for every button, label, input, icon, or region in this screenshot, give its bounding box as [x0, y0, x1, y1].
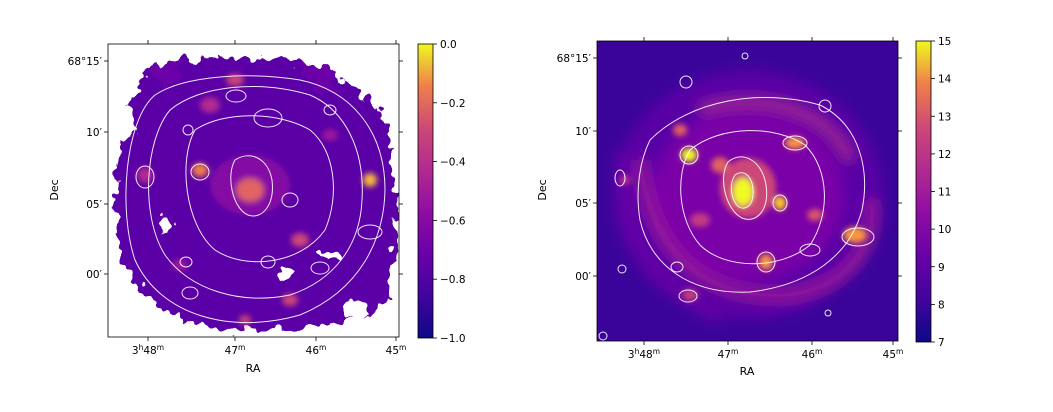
y-axis-label-left: Dec: [48, 179, 61, 200]
axes-frame-right: [596, 40, 899, 342]
y-tick-label: 68°15′: [557, 53, 592, 65]
x-tick-label: 45m: [883, 347, 904, 361]
colorbar-tick-label: 8: [938, 299, 945, 311]
colorbar-tick-label: 13: [938, 111, 951, 123]
colorbar-tick-label: 0.0: [440, 39, 457, 51]
y-tick-label: 00′: [86, 269, 102, 281]
colorbar-tick-label: 7: [938, 337, 945, 349]
colorbar-tick-labels-left: 0.0 −0.2 −0.4 −0.6 −0.8 −1.0: [440, 39, 466, 345]
y-tick-label: 05′: [575, 198, 591, 210]
x-tick-label: 3h48m: [628, 347, 660, 361]
colorbar-tick-label: 14: [938, 74, 952, 86]
axis-ticks-left: [104, 40, 403, 341]
colorbar-tick-label: −1.0: [440, 333, 466, 345]
colorbar-tick-label: 11: [938, 187, 951, 199]
colorbar-tick-label: −0.4: [440, 157, 466, 169]
axis-ticks-right: [593, 37, 902, 345]
x-axis-label-right: RA: [740, 365, 755, 378]
heatmap-image-left: [108, 57, 399, 330]
x-tick-label: 46m: [306, 343, 327, 357]
y-axis-label-right: Dec: [536, 179, 549, 200]
y-tick-labels-right: 68°15′ 10′ 05′ 00′: [557, 53, 592, 283]
x-tick-label: 3h48m: [132, 343, 164, 357]
axes-frame-left: [107, 43, 400, 338]
colorbar-left: [417, 43, 434, 339]
panel-right: 3h48m 47m 46m 45m 68°15′ 10′ 05′ 00′ RA Dec 15…: [536, 36, 952, 378]
y-tick-labels-left: 68°15′ 10′ 05′ 00′: [68, 56, 103, 281]
colorbar-ticks-left: [433, 43, 437, 339]
heatmap-image-right: [597, 41, 898, 341]
colorbar-tick-label: 9: [938, 262, 945, 274]
colorbar-tick-label: −0.2: [440, 98, 466, 110]
x-tick-label: 45m: [386, 343, 407, 357]
y-tick-label: 10′: [86, 127, 102, 139]
x-tick-labels-right: 3h48m 47m 46m 45m: [628, 347, 903, 361]
y-tick-label: 68°15′: [68, 56, 103, 68]
x-tick-label: 46m: [802, 347, 823, 361]
colorbar-tick-label: 12: [938, 149, 951, 161]
x-tick-labels-left: 3h48m 47m 46m 45m: [132, 343, 406, 357]
colorbar-ticks-right: [931, 40, 935, 343]
y-tick-label: 00′: [575, 271, 591, 283]
y-tick-label: 10′: [575, 126, 591, 138]
x-axis-label-left: RA: [246, 362, 261, 375]
colorbar-right: [915, 40, 932, 343]
y-tick-label: 05′: [86, 199, 102, 211]
colorbar-tick-label: −0.8: [440, 274, 466, 286]
colorbar-tick-labels-right: 15 14 13 12 11 10 9 8 7: [938, 36, 952, 349]
panel-left: 3h48m 47m 46m 45m 68°15′ 10′ 05′ 00′ RA Dec 0.…: [48, 39, 466, 375]
colorbar-tick-label: 10: [938, 224, 951, 236]
colorbar-tick-label: 15: [938, 36, 951, 48]
x-tick-label: 47m: [718, 347, 739, 361]
colorbar-tick-label: −0.6: [440, 215, 466, 227]
x-tick-label: 47m: [225, 343, 246, 357]
